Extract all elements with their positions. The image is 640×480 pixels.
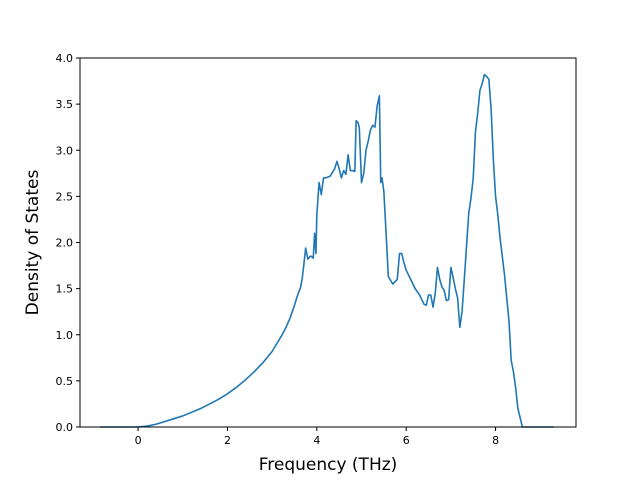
x-tick-label: 0 bbox=[135, 434, 142, 447]
plot-area bbox=[100, 73, 554, 428]
y-tick-label: 1.5 bbox=[56, 283, 74, 296]
x-tick-label: 2 bbox=[224, 434, 231, 447]
y-axis-label: Density of States bbox=[23, 170, 43, 316]
y-tick-label: 2.0 bbox=[56, 237, 74, 250]
y-tick-label: 4.0 bbox=[56, 52, 74, 65]
y-tick-label: 3.5 bbox=[56, 98, 74, 111]
x-axis-ticks: 0 2 4 6 8 bbox=[135, 427, 499, 447]
y-tick-label: 0.0 bbox=[56, 421, 74, 434]
y-tick-label: 1.0 bbox=[56, 329, 74, 342]
dos-series-line bbox=[100, 73, 554, 428]
x-tick-label: 6 bbox=[403, 434, 410, 447]
axes-frame bbox=[79, 57, 577, 428]
y-tick-label: 2.5 bbox=[56, 190, 74, 203]
y-tick-label: 3.0 bbox=[56, 144, 74, 157]
x-tick-label: 8 bbox=[492, 434, 499, 447]
y-axis-ticks: 0.0 0.5 1.0 1.5 2.0 2.5 3.0 3.5 4.0 bbox=[56, 52, 80, 434]
x-tick-label: 4 bbox=[313, 434, 320, 447]
x-axis-label: Frequency (THz) bbox=[259, 455, 398, 475]
y-tick-label: 0.5 bbox=[56, 375, 74, 388]
